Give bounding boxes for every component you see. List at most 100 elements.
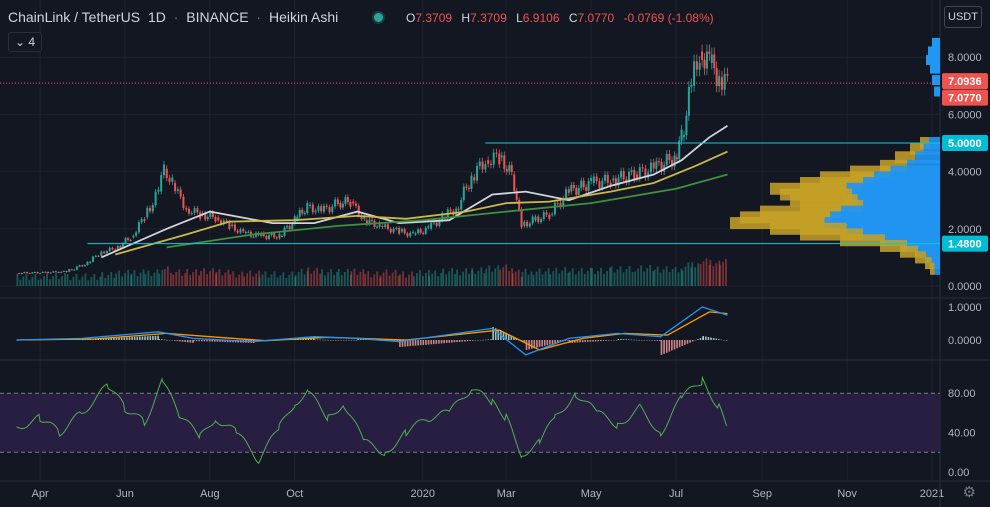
macd-histogram-bar: [651, 340, 653, 341]
volume-bar: [425, 272, 427, 286]
macd-histogram-bar: [412, 340, 414, 346]
macd-histogram-bar: [173, 340, 176, 341]
volume-bar: [127, 269, 130, 286]
candle-body: [465, 186, 468, 188]
volume-bar: [613, 272, 616, 286]
volume-bar: [241, 271, 244, 286]
volume-bar: [336, 271, 338, 286]
low-value: 6.9106: [522, 11, 560, 25]
macd-histogram-bar: [443, 340, 445, 344]
candle-body: [252, 236, 255, 238]
candle-body: [713, 54, 716, 69]
candle-body: [339, 203, 342, 208]
macd-histogram-bar: [554, 340, 556, 344]
gear-icon[interactable]: ⚙: [962, 484, 976, 501]
volume-bar: [708, 264, 711, 286]
volume-bar: [107, 275, 110, 286]
macd-histogram-bar: [640, 340, 643, 341]
candle-body: [44, 271, 47, 273]
interval-label[interactable]: 1D: [147, 9, 166, 25]
macd-histogram-bar: [393, 340, 396, 341]
macd-histogram-bar: [362, 339, 365, 340]
volume-bar: [31, 276, 34, 286]
volume-bar: [538, 268, 541, 286]
macd-histogram-bar: [533, 340, 536, 349]
currency-button[interactable]: USDT: [944, 6, 982, 28]
candle-body: [395, 228, 398, 230]
macd-histogram-bar: [448, 340, 451, 343]
macd-histogram-bar: [635, 339, 638, 341]
price-label: 1.4800: [948, 239, 982, 251]
volume-bar: [153, 272, 156, 286]
volume-bar: [408, 274, 410, 286]
macd-histogram-bar: [648, 340, 651, 341]
volume-bar: [646, 268, 649, 286]
candle-body: [531, 216, 534, 224]
candle-body: [278, 233, 281, 239]
candle-body: [60, 271, 63, 273]
macd-histogram-bar: [126, 337, 128, 340]
macd-histogram-bar: [597, 340, 600, 342]
candle-body: [222, 220, 225, 224]
symbol-name[interactable]: ChainLink / TetherUS: [8, 9, 141, 25]
volume-bar: [276, 277, 279, 286]
indicators-toggle-button[interactable]: ⌄ 4: [8, 32, 42, 52]
volume-bar: [64, 273, 66, 286]
candle-body: [478, 161, 481, 167]
macd-histogram-bar: [456, 340, 458, 343]
candle-body: [244, 231, 247, 234]
high-value: 7.3709: [470, 11, 507, 25]
candle-body: [89, 261, 92, 264]
macd-histogram-bar: [110, 338, 113, 340]
candle-body: [179, 189, 182, 197]
volume-bar: [203, 268, 205, 286]
macd-histogram-bar: [686, 340, 689, 344]
price-label: 7.0770: [948, 93, 982, 105]
chart-header: ChainLink / TetherUS 1D · BINANCE · Heik…: [8, 9, 339, 25]
volume-bar: [215, 272, 218, 286]
macd-line: [16, 306, 728, 356]
volume-bar: [16, 273, 19, 286]
macd-histogram-bar: [200, 340, 203, 342]
candle-body: [414, 233, 417, 235]
moving-average-line: [166, 173, 728, 249]
candle-body: [649, 162, 652, 173]
candle-body: [349, 201, 352, 207]
volume-bar: [252, 276, 255, 286]
macd-histogram-bar: [401, 340, 404, 347]
candle-body: [103, 251, 106, 254]
macd-histogram-bar: [505, 333, 507, 340]
volume-bar: [691, 261, 694, 286]
candle-body: [298, 209, 301, 217]
volume-bar: [209, 271, 211, 286]
candle-body: [273, 233, 276, 238]
volume-bar: [229, 274, 232, 286]
candle-body: [188, 208, 191, 214]
volume-bar: [653, 269, 656, 286]
candle-body: [652, 162, 655, 169]
candle-body: [291, 223, 294, 230]
volume-bar: [158, 273, 161, 286]
macd-histogram-bar: [643, 340, 646, 341]
candle-body: [638, 167, 641, 179]
volume-bar: [303, 274, 306, 286]
candle-body: [508, 165, 511, 172]
macd-histogram-bar: [144, 336, 146, 340]
macd-histogram-bar: [471, 340, 474, 341]
volume-bar: [609, 267, 611, 286]
candle-body: [78, 265, 81, 267]
macd-histogram-bar: [697, 339, 699, 340]
volume-bar: [52, 276, 54, 286]
volume-bar: [527, 274, 530, 286]
volume-bar: [616, 269, 619, 286]
candle-body: [487, 160, 490, 164]
macd-histogram-bar: [181, 340, 184, 342]
macd-histogram-bar: [707, 337, 710, 340]
macd-histogram-bar: [314, 339, 316, 341]
volume-bar: [55, 273, 57, 286]
x-tick-label: Oct: [286, 488, 303, 500]
volume-bar: [90, 277, 93, 286]
volume-bar: [370, 277, 373, 286]
volume-bar: [619, 266, 622, 286]
